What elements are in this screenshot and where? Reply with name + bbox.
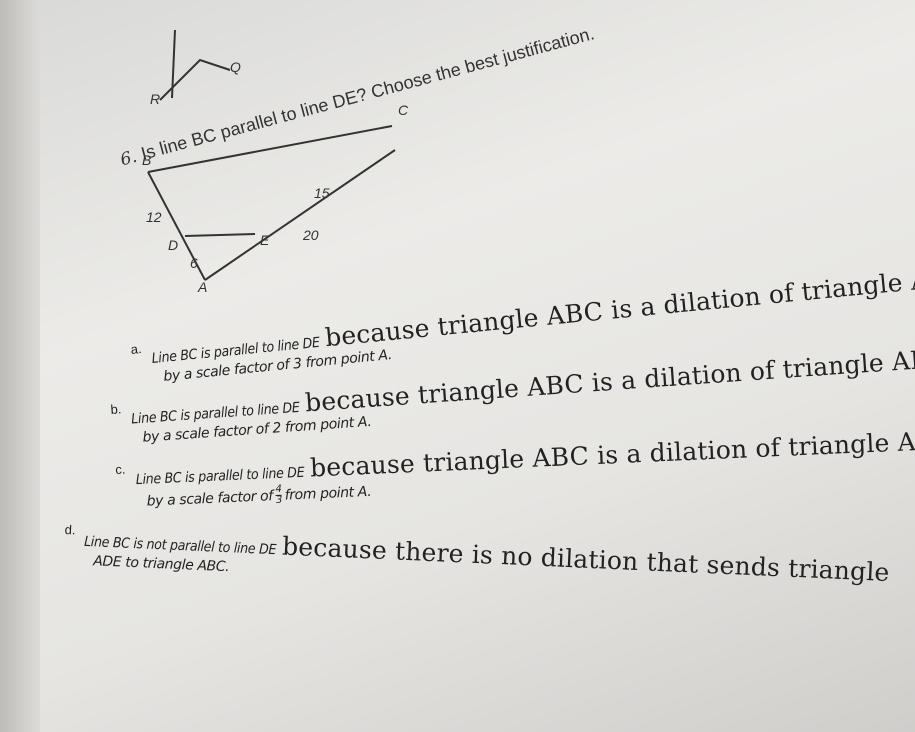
option-letter: c.	[115, 461, 126, 477]
small-figure	[159, 58, 231, 101]
label-b: B	[142, 152, 151, 168]
label-bd: 12	[146, 209, 162, 225]
fraction-denominator: 3	[275, 494, 283, 507]
line-ba	[147, 171, 206, 281]
label-ad: 6	[190, 255, 198, 271]
label-ce: 15	[314, 185, 330, 201]
option-letter: d.	[64, 522, 76, 538]
option-letter: a.	[130, 340, 143, 357]
line-bc	[147, 125, 393, 173]
label-e: E	[260, 232, 270, 248]
small-figure-line	[171, 29, 176, 99]
option-cont-end: from point A.	[284, 483, 372, 504]
option-cont: by a scale factor of	[146, 487, 274, 510]
option-letter: b.	[110, 401, 122, 417]
label-ae: 20	[302, 227, 319, 243]
line-de	[184, 233, 256, 237]
label-r: R	[150, 91, 160, 107]
label-c: C	[398, 102, 409, 118]
label-q: Q	[230, 59, 241, 75]
label-d: D	[168, 237, 178, 253]
page-edge	[0, 0, 40, 732]
label-a: A	[197, 279, 207, 295]
line-ac	[204, 149, 396, 281]
